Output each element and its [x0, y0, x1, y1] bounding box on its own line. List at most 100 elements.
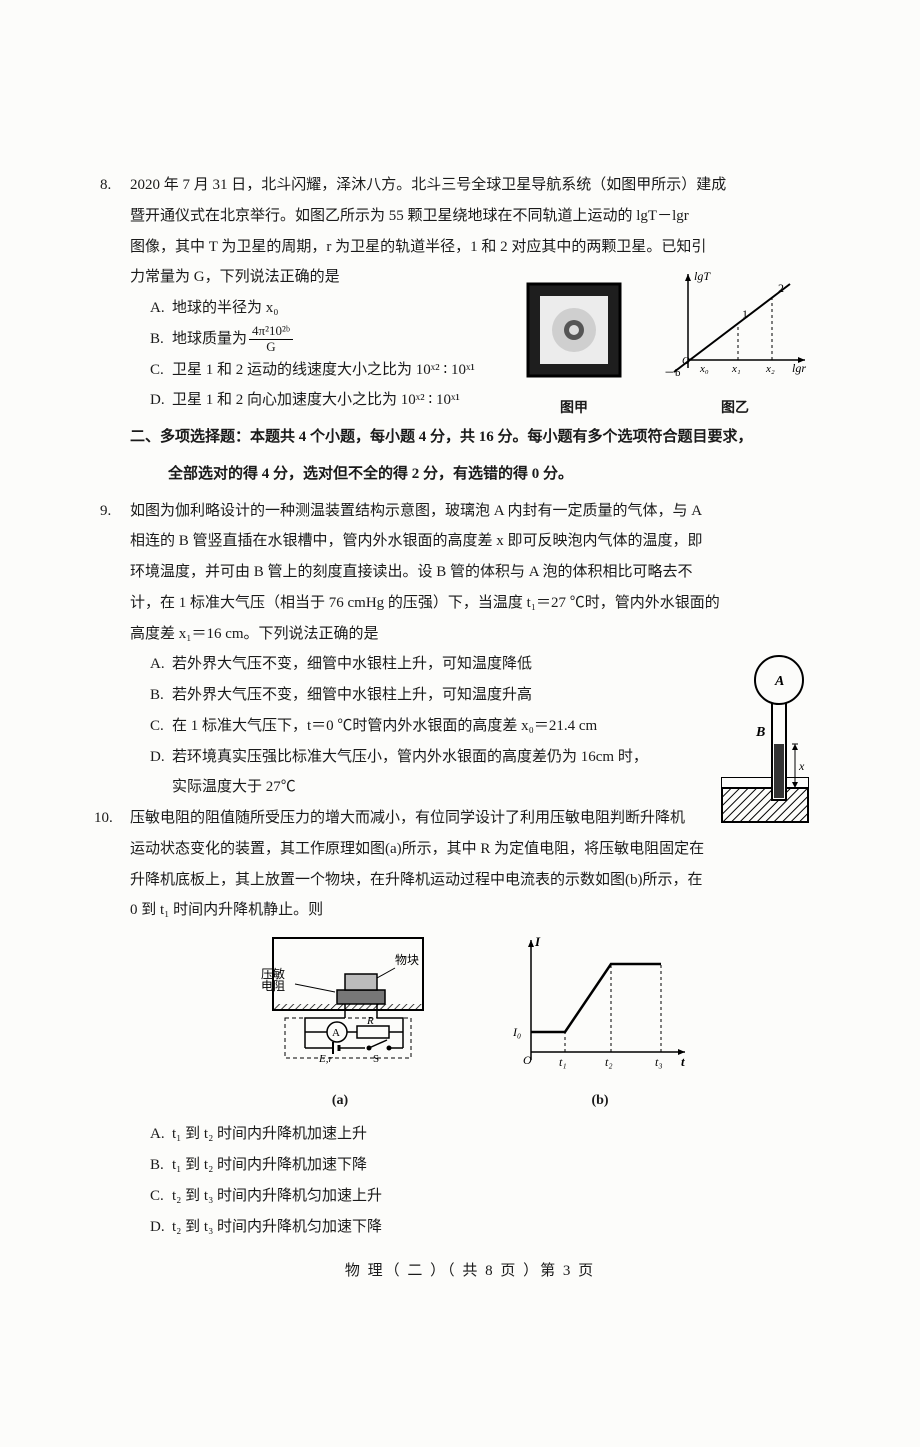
satellite-image-icon	[524, 280, 624, 380]
section-2-header-line1: 二、多项选择题：本题共 4 个小题，每小题 4 分，共 16 分。每小题有多个选…	[130, 422, 810, 453]
q9-option-d-cont: 实际温度大于 27℃	[150, 772, 710, 803]
label-piezo: 压敏电阻	[261, 966, 285, 993]
q9-stem-line: 高度差 x₁＝16 cm。下列说法正确的是	[130, 619, 810, 650]
svg-text:A: A	[332, 1027, 340, 1039]
svg-text:t₁: t₁	[559, 1055, 567, 1069]
q10-option-b: B.t₁ 到 t₂ 时间内升降机加速下降	[150, 1150, 810, 1181]
option-label: C.	[150, 355, 164, 386]
q10-number: 10.	[94, 803, 113, 834]
option-label: C.	[150, 711, 164, 742]
q8-stem-line: 图像，其中 T 为卫星的周期，r 为卫星的轨道半径，1 和 2 对应其中的两颗卫…	[130, 232, 810, 263]
option-text: 地球质量为 4π²10²ᵇ G	[172, 324, 293, 355]
question-10: 10. 压敏电阻的阻值随所受压力的增大而减小，有位同学设计了利用压敏电阻判断升降…	[130, 803, 810, 1242]
svg-text:lgT: lgT	[694, 269, 711, 283]
q9-stem-line: 计，在 1 标准大气压（相当于 76 cmHg 的压强）下，当温度 t₁＝27 …	[130, 588, 810, 619]
q8-stem-line: 暨开通仪式在北京举行。如图乙所示为 55 颗卫星绕地球在不同轨道上运动的 lgT…	[130, 201, 810, 232]
svg-text:t₃: t₃	[655, 1055, 663, 1069]
fig-caption: (b)	[505, 1087, 695, 1116]
option-text: t₂ 到 t₃ 时间内升降机匀加速下降	[172, 1219, 382, 1235]
q10-stem-line: 压敏电阻的阻值随所受压力的增大而减小，有位同学设计了利用压敏电阻判断升降机	[130, 803, 810, 834]
thermometer-diagram: A B x	[720, 646, 810, 824]
svg-text:物块: 物块	[395, 953, 419, 967]
svg-text:x₀: x₀	[699, 363, 709, 375]
q8-option-d: D. 卫星 1 和 2 向心加速度大小之比为 10ˣ² ∶ 10ˣ¹	[150, 385, 530, 416]
q9-stem-line: 相连的 B 管竖直插在水银槽中，管内外水银面的高度差 x 即可反映泡内气体的温度…	[130, 526, 810, 557]
svg-text:t₂: t₂	[605, 1055, 613, 1069]
svg-text:2: 2	[778, 281, 784, 295]
q8-stem-line: 2020 年 7 月 31 日，北斗闪耀，泽沐八方。北斗三号全球卫星导航系统（如…	[130, 170, 810, 201]
circuit-diagram: 压敏电阻 物块 A R	[245, 932, 435, 1072]
q8-option-c: C. 卫星 1 和 2 运动的线速度大小之比为 10ˣ² ∶ 10ˣ¹	[150, 355, 530, 386]
svg-text:I₀: I₀	[512, 1025, 521, 1039]
option-text: 卫星 1 和 2 向心加速度大小之比为 10ˣ² ∶ 10ˣ¹	[172, 392, 460, 408]
section-2-header-line2: 全部选对的得 4 分，选对但不全的得 2 分，有选错的得 0 分。	[130, 459, 810, 490]
option-label: A.	[150, 649, 165, 680]
option-text: 若环境真实压强比标准大气压小，管内外水银面的高度差仍为 16cm 时，	[172, 749, 648, 765]
q10-figures: 压敏电阻 物块 A R	[130, 932, 810, 1115]
lgT-lgr-graph: lgT lgr x₀ x₁ x₂ －b O 1 2	[660, 268, 810, 380]
option-label: D.	[150, 385, 165, 416]
q8-fig-jia: 图甲	[524, 280, 624, 423]
q8-option-b: B. 地球质量为 4π²10²ᵇ G	[150, 324, 530, 355]
page: 8. 2020 年 7 月 31 日，北斗闪耀，泽沐八方。北斗三号全球卫星导航系…	[0, 0, 920, 1447]
option-text: 若外界大气压不变，细管中水银柱上升，可知温度降低	[172, 656, 532, 672]
svg-text:lgr: lgr	[792, 361, 806, 375]
q8-option-a: A. 地球的半径为 x₀	[150, 293, 530, 324]
option-label: C.	[150, 1181, 164, 1212]
question-8: 8. 2020 年 7 月 31 日，北斗闪耀，泽沐八方。北斗三号全球卫星导航系…	[130, 170, 810, 416]
q9-option-b: B. 若外界大气压不变，细管中水银柱上升，可知温度升高	[150, 680, 710, 711]
q10-option-a: A. t₁ 到 t₂ 时间内升降机加速上升	[150, 1119, 810, 1150]
question-9: 9. 如图为伽利略设计的一种测温装置结构示意图，玻璃泡 A 内封有一定质量的气体…	[130, 496, 810, 804]
option-text: 卫星 1 和 2 运动的线速度大小之比为 10ˣ² ∶ 10ˣ¹	[172, 362, 475, 378]
q10-stem-line: 升降机底板上，其上放置一个物块，在升降机运动过程中电流表的示数如图(b)所示，在	[130, 865, 810, 896]
svg-text:S: S	[373, 1053, 379, 1065]
option-label: B.	[150, 324, 164, 355]
svg-text:O: O	[523, 1053, 532, 1067]
option-text: t₁ 到 t₂ 时间内升降机加速上升	[172, 1126, 367, 1142]
option-text: t₂ 到 t₃ 时间内升降机匀加速上升	[172, 1188, 382, 1204]
fig-caption: 图乙	[660, 395, 810, 424]
svg-text:x₂: x₂	[765, 363, 775, 375]
svg-text:I: I	[534, 934, 541, 949]
option-text: t₁ 到 t₂ 时间内升降机加速下降	[172, 1157, 367, 1173]
q8-fig-yi: lgT lgr x₀ x₁ x₂ －b O 1 2 图乙	[660, 268, 810, 423]
option-label: B.	[150, 680, 164, 711]
q9-stem-line: 环境温度，并可由 B 管上的刻度直接读出。设 B 管的体积与 A 泡的体积相比可…	[130, 557, 810, 588]
svg-text:t: t	[681, 1054, 685, 1069]
q9-option-d: D. 若环境真实压强比标准大气压小，管内外水银面的高度差仍为 16cm 时，	[150, 742, 710, 773]
svg-text:x₁: x₁	[731, 363, 741, 375]
q10-fig-a: 压敏电阻 物块 A R	[245, 932, 435, 1115]
option-label: D.	[150, 742, 165, 773]
fig-caption: 图甲	[524, 395, 624, 424]
option-text: 实际温度大于 27℃	[172, 779, 296, 795]
svg-text:x: x	[798, 759, 805, 773]
q8-figures: 图甲 lgT lgr x₀ x₁ x₂ －b	[524, 268, 810, 423]
svg-text:E,r: E,r	[318, 1053, 333, 1065]
current-time-graph: I I₀ O t₁ t₂ t₃ t	[505, 932, 695, 1072]
svg-text:O: O	[682, 355, 690, 367]
page-footer: 物 理（ 二 ）（ 共 8 页 ）第 3 页	[130, 1256, 810, 1287]
q10-option-c: C. t₂ 到 t₃ 时间内升降机匀加速上升	[150, 1181, 810, 1212]
svg-text:B: B	[755, 725, 765, 740]
option-label: D.	[150, 1212, 165, 1243]
q9-option-a: A. 若外界大气压不变，细管中水银柱上升，可知温度降低	[150, 649, 710, 680]
q10-stem-line: 运动状态变化的装置，其工作原理如图(a)所示，其中 R 为定值电阻，将压敏电阻固…	[130, 834, 810, 865]
q9-number: 9.	[100, 496, 111, 527]
option-label: A.	[150, 1119, 165, 1150]
option-text: 若外界大气压不变，细管中水银柱上升，可知温度升高	[172, 687, 532, 703]
fraction: 4π²10²ᵇ G	[249, 324, 293, 354]
q10-option-d: D. t₂ 到 t₃ 时间内升降机匀加速下降	[150, 1212, 810, 1243]
option-label: A.	[150, 293, 165, 324]
svg-text:－b: －b	[664, 367, 681, 379]
svg-text:1: 1	[742, 307, 748, 321]
option-text: 在 1 标准大气压下，t＝0 ℃时管内外水银面的高度差 x₀＝21.4 cm	[172, 718, 597, 734]
q9-option-c: C. 在 1 标准大气压下，t＝0 ℃时管内外水银面的高度差 x₀＝21.4 cm	[150, 711, 710, 742]
q8-number: 8.	[100, 170, 111, 201]
svg-text:A: A	[774, 674, 784, 689]
q9-stem-line: 如图为伽利略设计的一种测温装置结构示意图，玻璃泡 A 内封有一定质量的气体，与 …	[130, 496, 810, 527]
q10-fig-b: I I₀ O t₁ t₂ t₃ t (b)	[505, 932, 695, 1115]
q10-stem-line: 0 到 t₁ 时间内升降机静止。则	[130, 895, 810, 926]
option-text: 地球的半径为 x₀	[172, 300, 278, 316]
svg-text:R: R	[366, 1015, 374, 1027]
fig-caption: (a)	[245, 1087, 435, 1116]
